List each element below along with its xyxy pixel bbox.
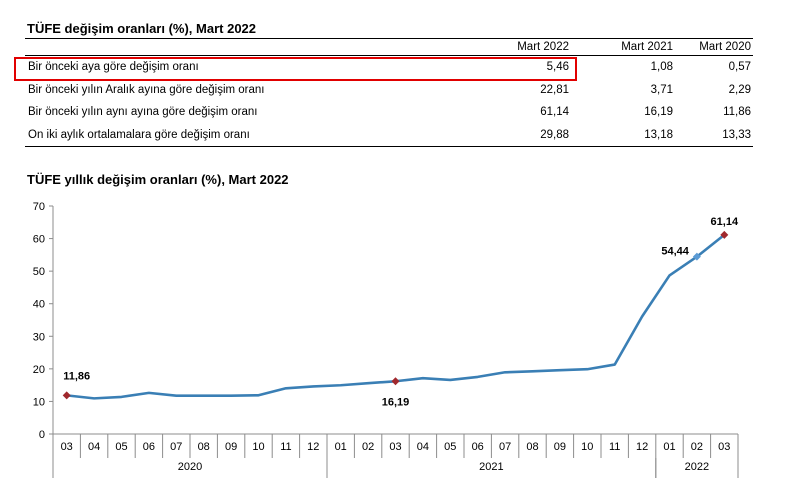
data-label: 54,44 [661,246,689,258]
cell-value: 0,57 [728,61,751,74]
year-label: 2020 [178,461,202,473]
table-title: TÜFE değişim oranları (%), Mart 2022 [27,21,257,36]
header-blank [25,39,431,56]
data-label: 16,19 [382,396,410,408]
cell-value: 29,88 [540,128,569,141]
x-tick-label: 02 [691,441,703,453]
y-tick-label: 40 [33,299,45,311]
x-tick-label: 03 [718,441,730,453]
cell-value: 61,14 [540,106,569,119]
cell-value: 5,46 [546,61,569,74]
cell-value: 1,08 [650,61,673,74]
y-tick-label: 50 [33,266,45,278]
cell-value: 16,19 [644,106,673,119]
y-tick-label: 30 [33,331,45,343]
cell-value: 3,71 [650,83,673,96]
x-tick-label: 01 [335,441,347,453]
x-tick-label: 06 [143,441,155,453]
row-label: Bir önceki aya göre değişim oranı [28,61,199,74]
x-tick-label: 05 [444,441,456,453]
x-tick-label: 08 [198,441,210,453]
x-tick-label: 06 [472,441,484,453]
x-tick-label: 08 [526,441,538,453]
x-tick-label: 12 [307,441,319,453]
stats-table: Mart 2022 Mart 2021 Mart 2020 Bir önceki… [25,38,753,147]
x-tick-label: 12 [636,441,648,453]
x-tick-label: 10 [252,441,264,453]
data-label: 11,86 [63,370,90,382]
column-header: Mart 2021 [621,41,673,53]
y-tick-label: 10 [33,396,45,408]
x-tick-label: 04 [88,441,100,453]
x-tick-label: 01 [663,441,675,453]
y-tick-label: 20 [33,364,45,376]
table-row: On iki aylık ortalamalara göre değişim o… [25,124,753,147]
data-point-marker [720,230,729,239]
x-tick-label: 03 [61,441,73,453]
row-label: Bir önceki yılın aynı ayına göre değişim… [28,106,258,119]
table-row: Bir önceki aya göre değişim oranı 5,46 1… [25,56,753,79]
x-tick-label: 07 [170,441,182,453]
row-label: On iki aylık ortalamalara göre değişim o… [28,128,250,141]
data-point-marker [391,377,400,386]
year-label: 2022 [685,461,709,473]
column-header: Mart 2022 [517,41,569,53]
x-tick-label: 09 [225,441,237,453]
cell-value: 22,81 [540,83,569,96]
year-label: 2021 [479,461,503,473]
data-point-marker [692,252,701,261]
cell-value: 11,86 [723,106,751,119]
cell-value: 13,18 [644,128,673,141]
chart-title: TÜFE yıllık değişim oranları (%), Mart 2… [27,172,289,187]
x-tick-label: 03 [389,441,401,453]
cell-value: 13,33 [722,128,751,141]
y-tick-label: 60 [33,234,45,246]
table-header-row: Mart 2022 Mart 2021 Mart 2020 [25,38,753,56]
x-tick-label: 02 [362,441,374,453]
series-line [66,233,726,400]
x-tick-label: 11 [609,441,620,453]
table-row: Bir önceki yılın Aralık ayına göre değiş… [25,79,753,102]
x-tick-label: 10 [581,441,593,453]
cell-value: 2,29 [728,83,751,96]
x-tick-label: 05 [115,441,127,453]
row-highlight-box [14,57,577,81]
x-tick-label: 09 [554,441,566,453]
row-label: Bir önceki yılın Aralık ayına göre değiş… [28,83,265,96]
y-tick-label: 70 [33,201,45,213]
column-header: Mart 2020 [699,41,751,53]
x-tick-label: 07 [499,441,511,453]
x-tick-label: 11 [280,441,291,453]
table-row: Bir önceki yılın aynı ayına göre değişim… [25,101,753,124]
y-tick-label: 0 [39,429,45,441]
data-point-marker [62,391,71,400]
data-label: 61,14 [711,216,739,228]
x-tick-label: 04 [417,441,429,453]
